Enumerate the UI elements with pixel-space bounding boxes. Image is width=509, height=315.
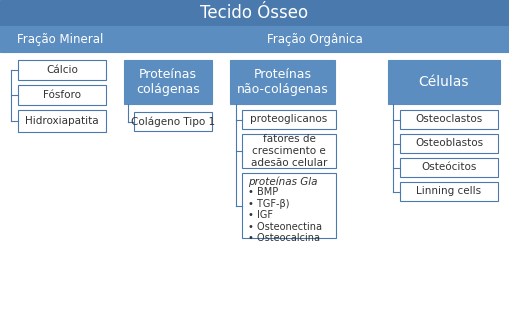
Text: Colágeno Tipo 1: Colágeno Tipo 1	[131, 116, 215, 127]
Bar	[120, 26, 509, 52]
Bar	[18, 60, 106, 80]
Bar	[18, 85, 106, 105]
Bar	[0, 26, 120, 52]
Text: Células: Células	[419, 75, 469, 89]
Bar	[400, 110, 498, 129]
Text: Proteínas
não-colágenas: Proteínas não-colágenas	[237, 68, 328, 96]
Text: Hidroxiapatita: Hidroxiapatita	[25, 116, 99, 126]
Text: Osteócitos: Osteócitos	[421, 163, 477, 173]
Bar	[0, 0, 509, 26]
Text: Linning cells: Linning cells	[416, 186, 482, 197]
Text: Proteínas
colágenas: Proteínas colágenas	[136, 68, 200, 96]
Bar	[242, 110, 336, 129]
Text: • BMP
• TGF-β)
• IGF
• Osteonectina
• Osteocalcina: • BMP • TGF-β) • IGF • Osteonectina • Os…	[248, 187, 322, 243]
Text: Cálcio: Cálcio	[46, 65, 78, 75]
Bar	[242, 173, 336, 238]
Text: Tecido Ósseo: Tecido Ósseo	[201, 4, 308, 22]
Bar	[400, 182, 498, 201]
Bar	[124, 60, 212, 104]
Text: proteoglicanos: proteoglicanos	[250, 114, 328, 124]
Text: Osteoclastos: Osteoclastos	[415, 114, 483, 124]
Bar	[242, 134, 336, 168]
Text: Fração Orgânica: Fração Orgânica	[267, 32, 362, 45]
Bar	[134, 112, 212, 131]
Text: Fração Mineral: Fração Mineral	[17, 32, 103, 45]
Text: Fósforo: Fósforo	[43, 90, 81, 100]
Text: Osteoblastos: Osteoblastos	[415, 139, 483, 148]
Bar	[400, 158, 498, 177]
Bar	[230, 60, 335, 104]
Bar	[388, 60, 500, 104]
Bar	[18, 110, 106, 132]
Text: proteínas Gla: proteínas Gla	[248, 177, 318, 187]
Text: fatores de
crescimento e
adesão celular: fatores de crescimento e adesão celular	[251, 135, 327, 168]
Bar	[400, 134, 498, 153]
